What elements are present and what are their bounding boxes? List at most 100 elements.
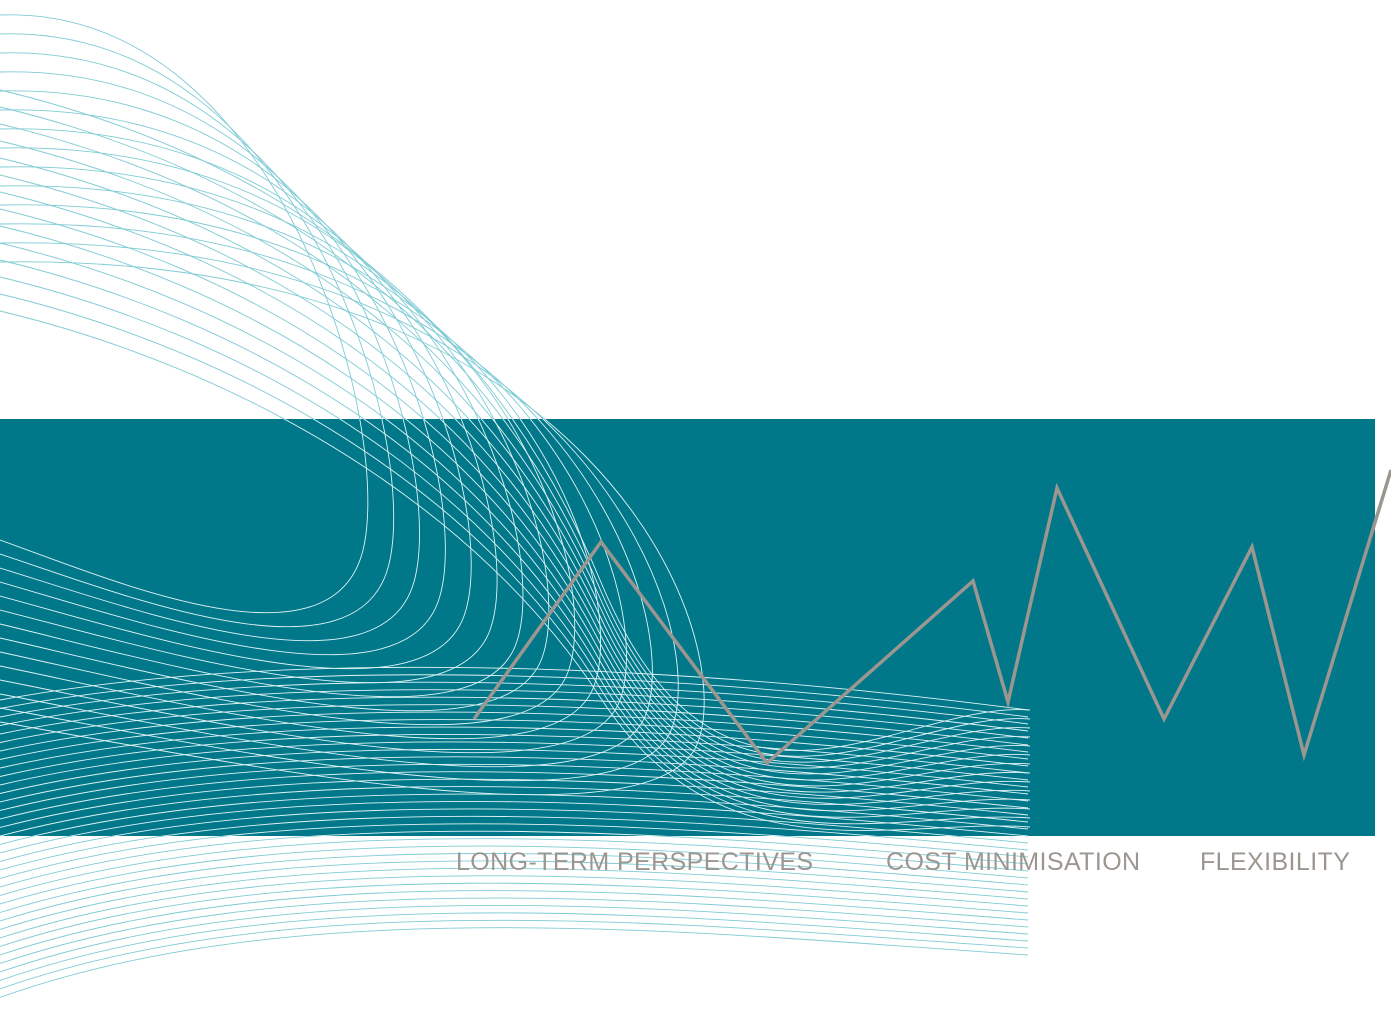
decorative-curve <box>0 419 369 614</box>
decorative-curve <box>0 419 498 684</box>
decorative-curve <box>312 419 1031 825</box>
decorative-curve <box>0 109 462 419</box>
tagline-flexibility: FLEXIBILITY <box>1200 848 1351 876</box>
decorative-curve <box>0 419 653 768</box>
decorative-curve <box>0 259 365 419</box>
decorative-curve <box>0 419 395 628</box>
decorative-curve <box>0 778 1029 828</box>
zigzag-line <box>472 469 1391 766</box>
decorative-curve <box>491 419 1031 763</box>
decorative-curve <box>0 748 1029 794</box>
decorative-curve <box>0 419 420 642</box>
decorative-curve <box>0 711 1029 753</box>
decorative-curve <box>0 927 1029 998</box>
decorative-curve <box>0 419 446 656</box>
decorative-curve <box>0 890 1029 956</box>
decorative-curve <box>160 815 879 836</box>
tagline-cost-minimisation: COST MINIMISATION <box>886 848 1141 876</box>
decorative-curve <box>454 419 1031 781</box>
decorative-curve <box>0 928 1028 998</box>
decorative-curve <box>0 310 286 419</box>
decorative-curve <box>0 419 679 782</box>
decorative-curve <box>0 919 1029 990</box>
decorative-curve <box>0 90 444 419</box>
wave-lines-bottom <box>0 836 1029 998</box>
decorative-curve <box>0 734 1029 777</box>
decorative-curve <box>0 419 627 754</box>
decorative-curve <box>221 823 787 836</box>
decorative-curve <box>0 33 383 419</box>
decorative-curve <box>0 223 539 419</box>
decorative-curve <box>0 756 1029 803</box>
decorative-curve <box>0 882 1029 947</box>
decorative-curve <box>0 726 1029 769</box>
decorative-curve <box>0 867 1029 930</box>
decorative-curve <box>0 741 1029 786</box>
decorative-curve <box>338 419 1031 818</box>
fan-curves-band <box>0 419 1031 998</box>
decorative-curve <box>0 704 1029 746</box>
decorative-curve <box>0 875 1029 939</box>
decorative-curve <box>0 912 1029 981</box>
decorative-curve <box>32 793 1029 836</box>
decorative-curve <box>0 261 546 419</box>
decorative-curve <box>404 419 1031 799</box>
decorative-curve <box>0 763 1029 811</box>
decorative-curve <box>384 419 1031 805</box>
decorative-curve <box>0 242 387 419</box>
decorative-curve <box>0 419 705 796</box>
decorative-curve <box>0 174 456 419</box>
decorative-curve <box>0 106 504 419</box>
decorative-curve <box>0 689 1029 732</box>
teal-band <box>0 419 1375 836</box>
decorative-curve <box>0 913 1028 981</box>
decorative-curve <box>0 419 524 698</box>
decorative-curve <box>0 838 1029 896</box>
decorative-curve <box>422 419 1031 793</box>
decorative-curve <box>0 860 1029 922</box>
decorative-curve <box>0 52 404 419</box>
decorative-curve <box>0 845 1029 905</box>
decorative-curve <box>0 786 1029 836</box>
decorative-curve <box>467 419 1031 775</box>
decorative-curve <box>0 204 531 419</box>
decorative-curve <box>0 853 1029 913</box>
decorative-curve <box>0 836 1029 871</box>
decorative-curve <box>0 14 361 419</box>
decorative-curve <box>0 225 407 419</box>
decorative-curve <box>480 419 1031 769</box>
decorative-curve <box>0 123 494 419</box>
decorative-curve <box>0 719 1029 760</box>
decorative-curve <box>362 419 1031 812</box>
decorative-curve <box>0 166 509 419</box>
decorative-curve <box>0 897 1029 964</box>
decorative-curve <box>111 808 959 836</box>
decorative-curve <box>69 801 1029 836</box>
decorative-curve <box>0 191 441 419</box>
decorative-curve <box>0 140 482 419</box>
decorative-curve <box>0 836 1029 879</box>
decorative-curve <box>0 666 1029 711</box>
decorative-curve <box>0 681 1029 725</box>
decorative-curve <box>0 419 601 740</box>
decorative-curve <box>309 830 669 836</box>
decorative-curve <box>0 157 470 419</box>
decorative-curve <box>0 89 513 419</box>
decorative-curve <box>0 920 1028 989</box>
decorative-curve <box>0 147 495 419</box>
fan-curves-top <box>0 14 546 419</box>
decorative-curve <box>0 905 1029 973</box>
decorative-curve <box>439 419 1031 787</box>
decorative-curve <box>0 128 479 419</box>
decorative-curve <box>0 208 425 419</box>
decorative-curve <box>0 276 341 419</box>
decorative-curve <box>0 293 315 419</box>
decorative-curve <box>0 71 424 419</box>
decorative-curve <box>283 419 1031 831</box>
decorative-curve <box>0 696 1029 739</box>
decorative-curve <box>0 419 472 670</box>
tagline-long-term-perspectives: LONG-TERM PERSPECTIVES <box>456 848 814 876</box>
decorative-curve <box>0 836 1029 888</box>
decorative-curve <box>0 771 1029 820</box>
